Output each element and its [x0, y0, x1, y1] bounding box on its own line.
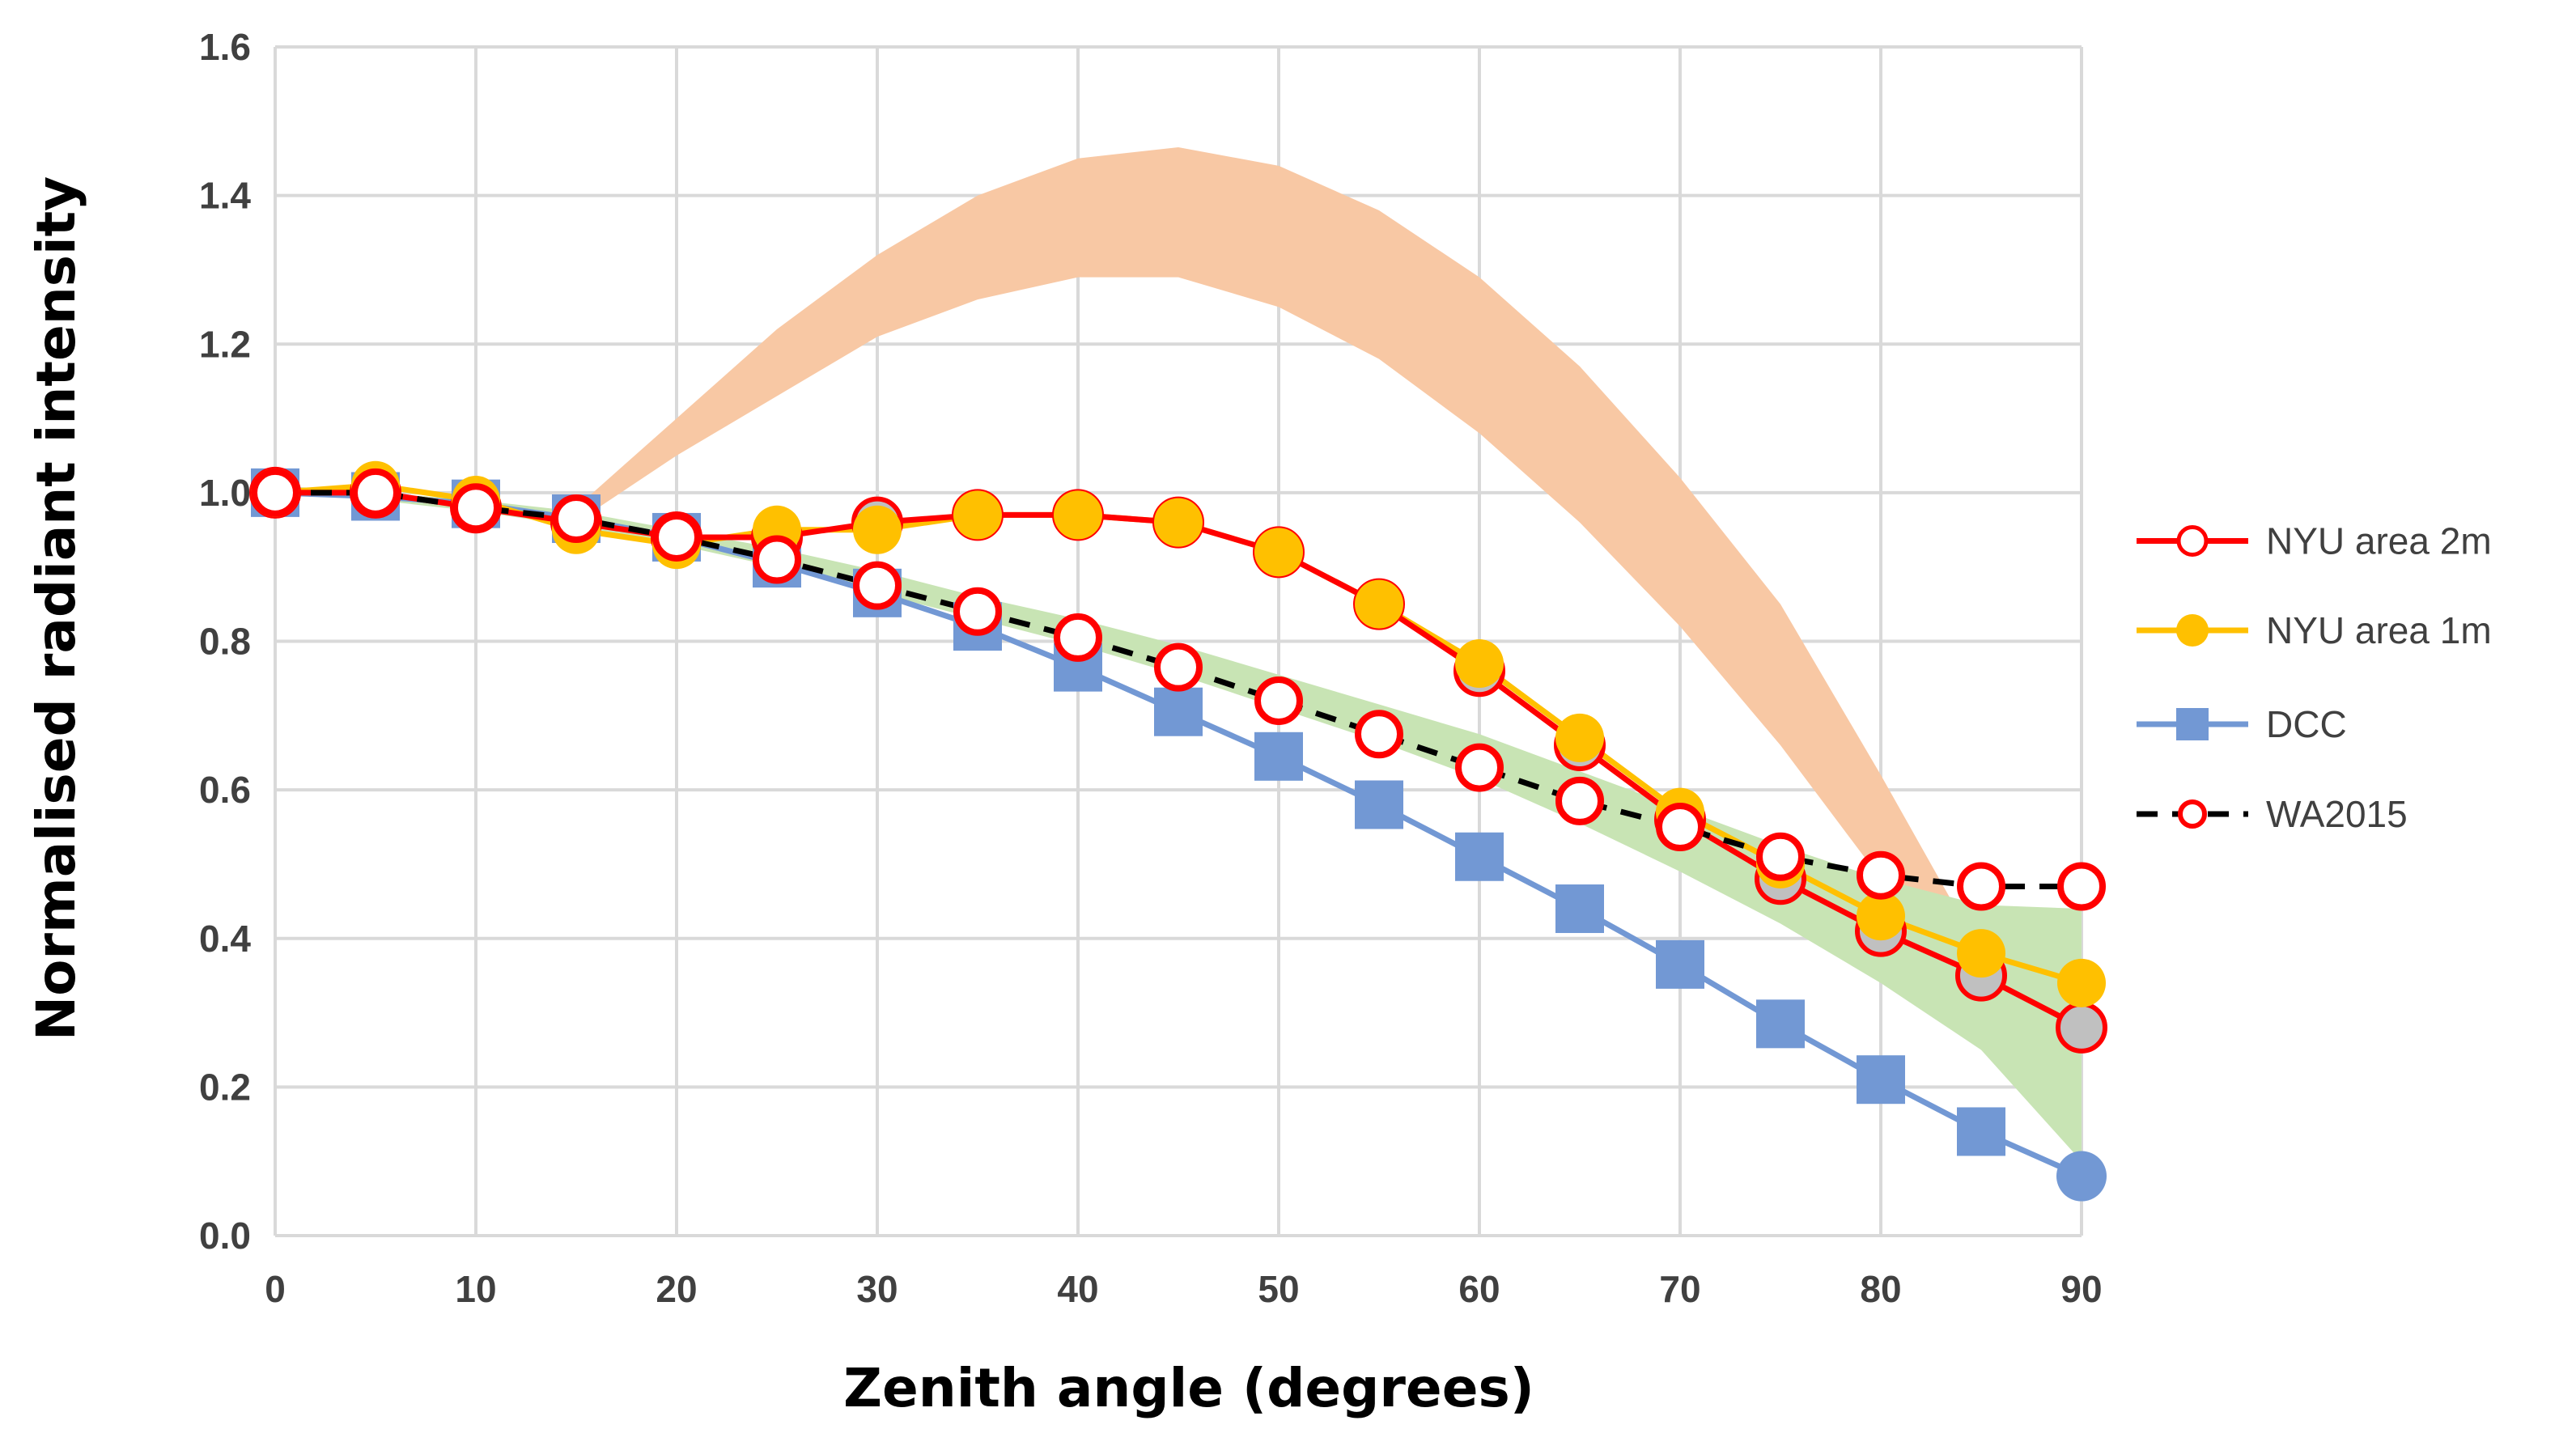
wa2015-marker	[1957, 862, 2005, 911]
y-tick-label: 1.4	[199, 175, 251, 217]
nyu-area-1m-marker	[1857, 892, 1905, 941]
y-tick-label: 0.2	[199, 1066, 251, 1108]
legend: NYU area 2m NYU area 1m DCC WA2015	[2137, 520, 2492, 835]
legend-label-dcc: DCC	[2266, 703, 2347, 745]
x-tick-label: 0	[265, 1268, 286, 1310]
wa2015-marker	[1656, 803, 1704, 852]
dcc-marker	[1857, 1055, 1905, 1105]
wa2015-marker	[552, 494, 601, 544]
dcc-marker	[1555, 884, 1604, 934]
wa2015-marker	[753, 535, 801, 584]
x-tick-label: 70	[1659, 1268, 1700, 1310]
nyu-area-1m-marker	[1957, 929, 2005, 978]
y-tick-label: 0.4	[199, 918, 251, 960]
dcc-marker	[1957, 1107, 2005, 1156]
dcc-marker	[1254, 731, 1303, 781]
x-tick-label: 30	[856, 1268, 898, 1310]
nyu-area-2m-marker	[2056, 1001, 2107, 1054]
wa2015-marker	[652, 512, 701, 562]
wa2015-marker	[1756, 832, 1805, 881]
wa2015-marker	[1555, 776, 1604, 825]
wa2015-marker	[351, 468, 400, 517]
bands	[275, 146, 2082, 1162]
x-tick-label: 80	[1860, 1268, 1901, 1310]
nyu-area-1m-marker	[1555, 713, 1604, 762]
x-tick-label: 50	[1258, 1268, 1299, 1310]
wa2015-marker	[2057, 862, 2106, 911]
dcc-marker	[2056, 1151, 2107, 1202]
series-markers	[249, 460, 2107, 1202]
nyu-area-1m-marker	[953, 490, 1002, 540]
dcc-marker	[1656, 939, 1704, 989]
dcc-marker	[1154, 687, 1203, 736]
wa2015-marker	[1455, 743, 1504, 792]
x-tick-label: 40	[1057, 1268, 1098, 1310]
band-orange	[576, 146, 2082, 1162]
x-tick-label: 20	[656, 1268, 697, 1310]
nyu-area-1m-marker	[1254, 528, 1303, 577]
y-tick-label: 0.6	[199, 769, 251, 811]
x-tick-label: 10	[455, 1268, 496, 1310]
nyu-area-1m-marker	[1154, 498, 1203, 547]
y-tick-label: 1.2	[199, 323, 251, 365]
wa2015-marker	[1355, 710, 1403, 759]
nyu-area-1m-marker	[1355, 579, 1403, 629]
wa2015-marker	[953, 587, 1002, 636]
dcc-marker	[1455, 832, 1504, 881]
wa2015-marker	[1154, 642, 1203, 692]
grid	[274, 45, 2083, 1237]
y-tick-label: 1.0	[199, 472, 251, 514]
legend-label-nyu-area-1m: NYU area 1m	[2266, 609, 2492, 651]
x-axis-title: Zenith angle (degrees)	[843, 1357, 1534, 1419]
nyu-area-1m-marker	[1054, 490, 1102, 540]
wa2015-marker	[1054, 613, 1102, 662]
dcc-marker	[1355, 780, 1403, 829]
legend-marker-dcc	[2176, 708, 2209, 740]
legend-label-nyu-area-2m: NYU area 2m	[2266, 520, 2492, 562]
legend-label-wa2015: WA2015	[2266, 793, 2408, 835]
wa2015-marker	[251, 468, 299, 517]
y-tick-label: 0.0	[199, 1215, 251, 1257]
wa2015-marker	[452, 483, 500, 532]
legend-marker-nyu-area-2m	[2176, 525, 2209, 557]
y-tick-label: 0.8	[199, 621, 251, 663]
legend-marker-nyu-area-1m	[2176, 614, 2209, 647]
x-tick-label: 90	[2060, 1268, 2102, 1310]
x-tick-label: 60	[1458, 1268, 1500, 1310]
wa2015-marker	[1857, 850, 1905, 900]
dcc-marker	[1756, 999, 1805, 1049]
tick-labels: 0 10 20 30 40 50 60 70 80 90 0.0 0.2 0.4 0.6 0.8 1.0 1.2…	[199, 26, 2103, 1310]
y-tick-label: 1.6	[199, 26, 251, 68]
nyu-area-1m-marker	[1455, 639, 1504, 689]
wa2015-marker	[853, 561, 902, 610]
nyu-area-1m-marker	[853, 505, 902, 554]
wa2015-marker	[1254, 676, 1303, 725]
legend-marker-wa2015	[2178, 799, 2207, 829]
nyu-area-1m-marker	[2057, 958, 2106, 1007]
y-axis-title: Normalised radiant intensity	[25, 176, 87, 1041]
